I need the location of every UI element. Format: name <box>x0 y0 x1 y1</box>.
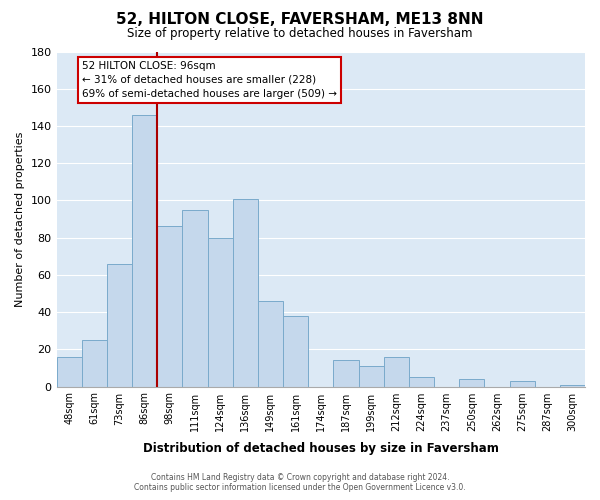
Text: 52 HILTON CLOSE: 96sqm
← 31% of detached houses are smaller (228)
69% of semi-de: 52 HILTON CLOSE: 96sqm ← 31% of detached… <box>82 61 337 99</box>
Bar <box>409 377 434 386</box>
Text: Size of property relative to detached houses in Faversham: Size of property relative to detached ho… <box>127 28 473 40</box>
Bar <box>107 264 132 386</box>
Bar <box>258 301 283 386</box>
Bar <box>283 316 308 386</box>
Bar <box>132 115 157 386</box>
Y-axis label: Number of detached properties: Number of detached properties <box>15 132 25 306</box>
Bar <box>334 360 359 386</box>
X-axis label: Distribution of detached houses by size in Faversham: Distribution of detached houses by size … <box>143 442 499 455</box>
Bar <box>509 381 535 386</box>
Text: Contains HM Land Registry data © Crown copyright and database right 2024.
Contai: Contains HM Land Registry data © Crown c… <box>134 473 466 492</box>
Text: 52, HILTON CLOSE, FAVERSHAM, ME13 8NN: 52, HILTON CLOSE, FAVERSHAM, ME13 8NN <box>116 12 484 28</box>
Bar <box>383 356 409 386</box>
Bar <box>359 366 383 386</box>
Bar <box>208 238 233 386</box>
Bar <box>82 340 107 386</box>
Bar <box>182 210 208 386</box>
Bar <box>459 379 484 386</box>
Bar <box>157 226 182 386</box>
Bar <box>560 384 585 386</box>
Bar <box>56 356 82 386</box>
Bar <box>233 198 258 386</box>
